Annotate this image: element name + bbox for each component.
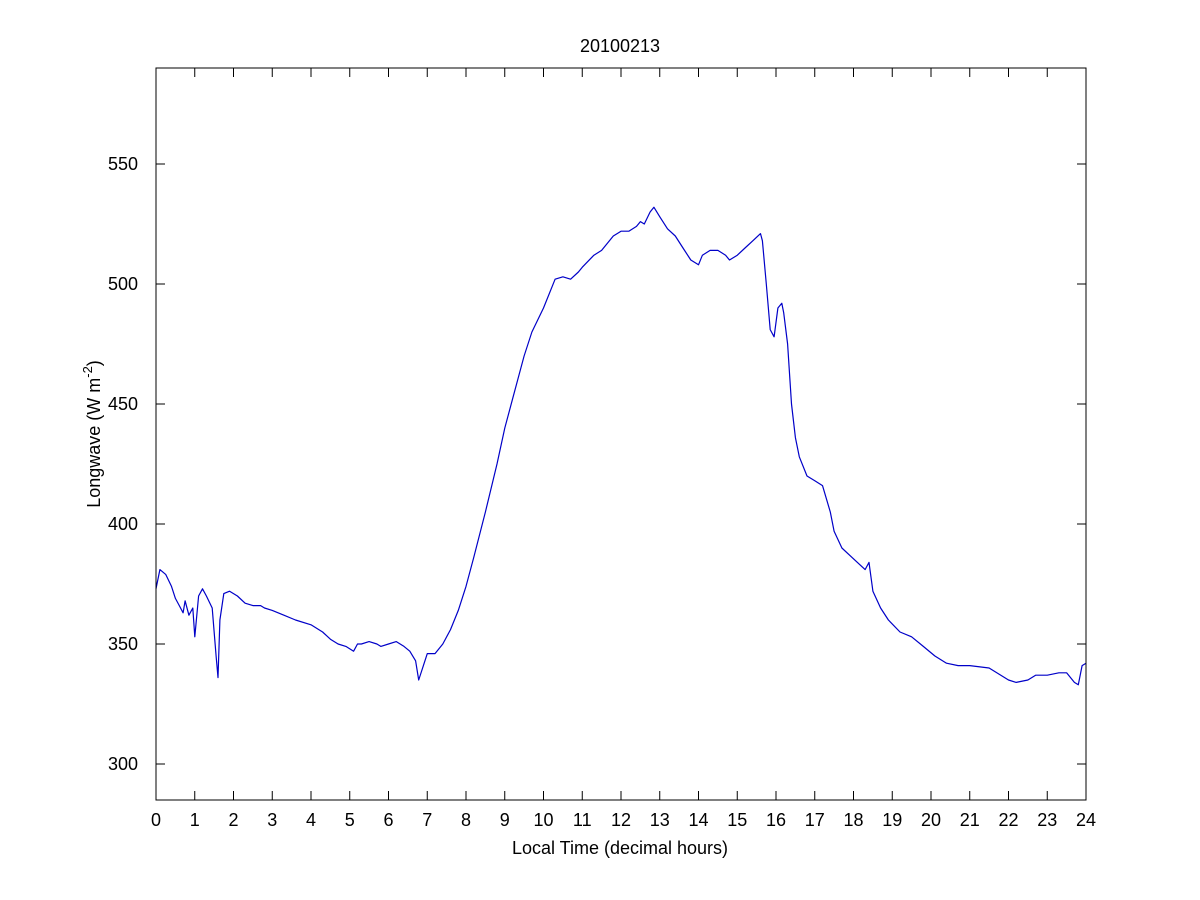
y-tick-label: 550 — [108, 154, 138, 174]
x-tick-label: 12 — [611, 810, 631, 830]
x-tick-label: 4 — [306, 810, 316, 830]
x-tick-label: 10 — [533, 810, 553, 830]
chart-title: 20100213 — [580, 36, 660, 56]
x-tick-label: 14 — [688, 810, 708, 830]
x-tick-label: 23 — [1037, 810, 1057, 830]
x-tick-label: 18 — [843, 810, 863, 830]
y-tick-label: 350 — [108, 634, 138, 654]
x-tick-label: 2 — [228, 810, 238, 830]
y-tick-label: 300 — [108, 754, 138, 774]
x-axis-title: Local Time (decimal hours) — [512, 838, 728, 858]
x-tick-label: 5 — [345, 810, 355, 830]
x-tick-label: 17 — [805, 810, 825, 830]
y-tick-label: 450 — [108, 394, 138, 414]
x-tick-label: 21 — [960, 810, 980, 830]
plot-area: 0 1 2 3 4 5 6 7 8 9 10 11 12 13 14 15 16 17 18 19 20 21 22 23 24… — [108, 67, 1096, 830]
y-axis-title: Longwave (W m-2) — [80, 360, 104, 508]
y-tick-label: 400 — [108, 514, 138, 534]
x-tick-label: 16 — [766, 810, 786, 830]
y-tick-label: 500 — [108, 274, 138, 294]
x-tick-label: 15 — [727, 810, 747, 830]
x-tick-label: 9 — [500, 810, 510, 830]
x-tick-label: 8 — [461, 810, 471, 830]
y-axis-title-prefix: Longwave (W m — [84, 378, 104, 508]
y-axis-title-superscript: -2 — [80, 366, 95, 378]
x-tick-label: 19 — [882, 810, 902, 830]
x-tick-label: 20 — [921, 810, 941, 830]
x-tick-label: 0 — [151, 810, 161, 830]
x-tick-label: 1 — [190, 810, 200, 830]
x-tick-label: 11 — [573, 810, 592, 830]
longwave-series-line — [155, 206, 1087, 686]
x-tick-label: 24 — [1076, 810, 1096, 830]
x-tick-label: 7 — [422, 810, 432, 830]
y-axis-title-suffix: ) — [84, 360, 104, 366]
x-tick-label: 13 — [650, 810, 670, 830]
x-tick-label: 22 — [998, 810, 1018, 830]
x-tick-label: 3 — [267, 810, 277, 830]
x-tick-label: 6 — [383, 810, 393, 830]
